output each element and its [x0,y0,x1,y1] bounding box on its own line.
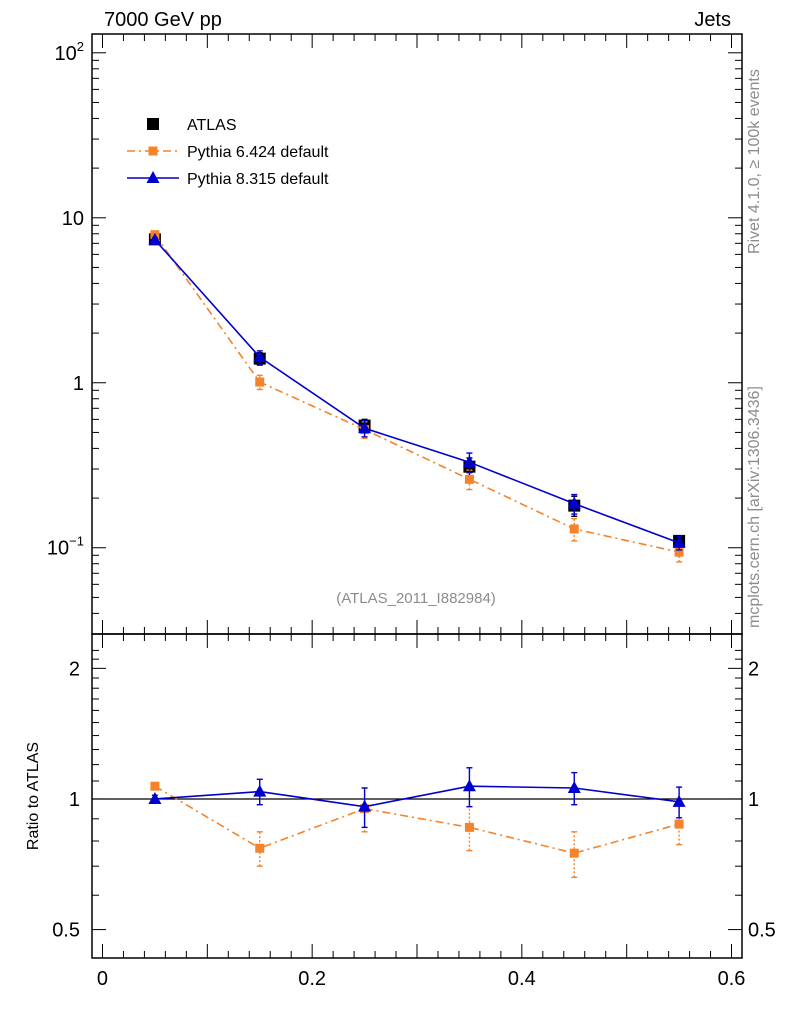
y-tick-label: 10−1 [47,534,84,560]
ratio-y-tick-label-right: 1 [748,789,759,811]
y-tick-label: 10 [62,208,84,230]
data-point-pythia-8-315-default [672,535,686,548]
x-tick-label: 0.6 [718,968,746,990]
ratio-y-tick-label: 2 [69,658,80,680]
legend-marker-atlas [147,118,159,130]
series-line-pythia-6-424-default [154,234,680,553]
y-tick-label-base: 10 [62,208,84,230]
ratio-point-pythia-8-315-default [462,779,476,792]
ratio-point-pythia-8-315-default [148,791,162,804]
data-point-pythia-8-315-default [358,421,372,434]
ratio-point-pythia-6-424-default [150,781,160,791]
legend-label-atlas: ATLAS [187,117,237,134]
legend-marker-pythia-8-315-default [146,171,160,183]
x-tick-label: 0.2 [298,968,326,990]
ratio-y-tick-label: 0.5 [52,920,80,942]
plot-header-right: Jets [694,9,731,31]
ratio-line-pythia-8-315-default [154,785,680,808]
ratio-y-tick-label-right: 0.5 [748,920,776,942]
data-point-pythia-8-315-default [253,350,267,363]
ratio-point-pythia-8-315-default [567,780,581,793]
legend-label-pythia-6-424-default: Pythia 6.424 default [187,144,329,161]
data-point-pythia-6-424-default [569,524,579,534]
ratio-point-pythia-8-315-default [358,799,372,812]
ratio-point-pythia-6-424-default [255,843,265,853]
x-tick-label: 0.4 [508,968,536,990]
data-point-pythia-8-315-default [148,232,162,245]
series-line-pythia-8-315-default [154,239,680,544]
ratio-y-tick-label-right: 2 [748,658,759,680]
ratio-point-pythia-8-315-default [672,794,686,807]
y-tick-label-exponent: −1 [69,534,84,549]
ratio-point-pythia-6-424-default [674,819,684,829]
y-tick-label: 1 [73,373,84,395]
x-tick-label: 0 [97,968,108,990]
ratio-point-pythia-6-424-default [464,822,474,832]
data-point-pythia-6-424-default [674,547,684,557]
y-tick-label: 102 [55,39,84,65]
data-point-pythia-8-315-default [567,496,581,509]
ratio-axis-title: Ratio to ATLAS [25,742,42,850]
ratio-point-pythia-6-424-default [569,848,579,858]
plot-header-left: 7000 GeV pp [104,9,222,31]
y-tick-label-exponent: 2 [77,39,84,54]
ratio-y-tick-label: 1 [69,789,80,811]
analysis-label: (ATLAS_2011_I882984) [336,590,496,607]
y-tick-label-base: 10 [47,538,69,560]
y-tick-label-base: 10 [55,43,77,65]
data-point-pythia-6-424-default [255,377,265,387]
legend-marker-pythia-6-424-default [148,146,158,156]
data-point-pythia-6-424-default [464,474,474,484]
data-point-pythia-8-315-default [462,455,476,468]
ratio-point-pythia-8-315-default [253,784,267,797]
legend-label-pythia-8-315-default: Pythia 8.315 default [187,171,329,188]
y-tick-label-base: 1 [73,373,84,395]
